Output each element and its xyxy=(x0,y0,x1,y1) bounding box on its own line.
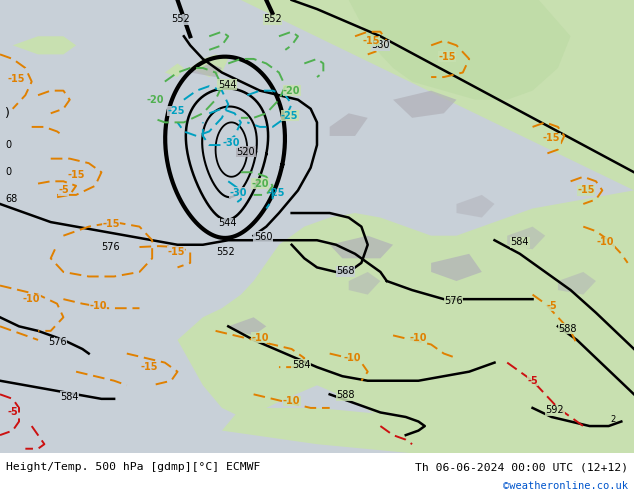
Text: -15: -15 xyxy=(543,133,560,143)
Text: -25: -25 xyxy=(167,106,185,116)
Text: -10: -10 xyxy=(251,333,269,343)
Text: 552: 552 xyxy=(263,14,282,24)
Polygon shape xyxy=(13,36,76,54)
Text: 576: 576 xyxy=(48,337,67,347)
Text: -20: -20 xyxy=(283,86,301,96)
Text: 584: 584 xyxy=(292,360,311,370)
Polygon shape xyxy=(349,272,380,294)
Text: 584: 584 xyxy=(510,238,529,247)
Text: -15: -15 xyxy=(362,36,380,46)
Text: 580: 580 xyxy=(371,40,390,50)
Text: Th 06-06-2024 00:00 UTC (12+12): Th 06-06-2024 00:00 UTC (12+12) xyxy=(415,462,628,472)
Text: 552: 552 xyxy=(171,14,190,24)
Text: 584: 584 xyxy=(60,392,79,402)
Text: 0: 0 xyxy=(5,140,11,150)
Polygon shape xyxy=(558,272,596,294)
Polygon shape xyxy=(178,0,634,453)
Text: 588: 588 xyxy=(336,390,355,400)
Text: -5: -5 xyxy=(58,185,68,196)
Text: ©weatheronline.co.uk: ©weatheronline.co.uk xyxy=(503,481,628,490)
Polygon shape xyxy=(349,0,571,99)
Text: -30: -30 xyxy=(223,138,240,148)
Text: 552: 552 xyxy=(216,246,235,257)
Text: 544: 544 xyxy=(217,80,236,90)
Polygon shape xyxy=(330,113,368,136)
Text: 592: 592 xyxy=(545,405,564,415)
Text: 68: 68 xyxy=(5,195,17,204)
Text: -15: -15 xyxy=(438,51,456,62)
Text: 0: 0 xyxy=(5,167,11,177)
Text: -15: -15 xyxy=(67,170,85,179)
Text: -10: -10 xyxy=(410,333,427,343)
Text: 568: 568 xyxy=(336,266,355,276)
Polygon shape xyxy=(228,318,266,335)
Text: ): ) xyxy=(5,107,10,120)
Text: Height/Temp. 500 hPa [gdmp][°C] ECMWF: Height/Temp. 500 hPa [gdmp][°C] ECMWF xyxy=(6,462,261,472)
Text: 576: 576 xyxy=(444,296,463,306)
Polygon shape xyxy=(190,64,222,77)
Polygon shape xyxy=(431,254,482,281)
Text: -20: -20 xyxy=(251,178,269,189)
Text: -15: -15 xyxy=(102,220,120,229)
Text: 576: 576 xyxy=(101,242,120,252)
Polygon shape xyxy=(222,408,507,453)
Text: 560: 560 xyxy=(254,232,273,242)
Text: -10: -10 xyxy=(89,301,107,311)
Text: -5: -5 xyxy=(547,301,557,311)
Text: -10: -10 xyxy=(597,238,614,247)
Polygon shape xyxy=(190,54,228,77)
Text: -30: -30 xyxy=(229,188,247,197)
Text: -15: -15 xyxy=(167,246,185,257)
Text: 520: 520 xyxy=(236,147,256,157)
Text: -15: -15 xyxy=(578,185,595,196)
Text: -20: -20 xyxy=(146,95,164,105)
Text: -5: -5 xyxy=(527,376,538,386)
Text: 2: 2 xyxy=(611,415,616,424)
Polygon shape xyxy=(203,318,292,371)
Text: 588: 588 xyxy=(558,323,577,334)
Text: -25: -25 xyxy=(281,111,299,121)
Text: -10: -10 xyxy=(343,353,361,363)
Polygon shape xyxy=(165,64,184,77)
Polygon shape xyxy=(456,195,495,218)
Text: -15: -15 xyxy=(140,362,158,372)
Polygon shape xyxy=(507,226,545,249)
Polygon shape xyxy=(393,91,456,118)
Text: 544: 544 xyxy=(217,219,236,228)
Text: -15: -15 xyxy=(7,74,25,84)
Polygon shape xyxy=(330,236,393,258)
Text: -5: -5 xyxy=(8,408,18,417)
Text: -25: -25 xyxy=(267,188,285,197)
Text: -10: -10 xyxy=(23,294,41,304)
Text: -10: -10 xyxy=(283,396,301,406)
